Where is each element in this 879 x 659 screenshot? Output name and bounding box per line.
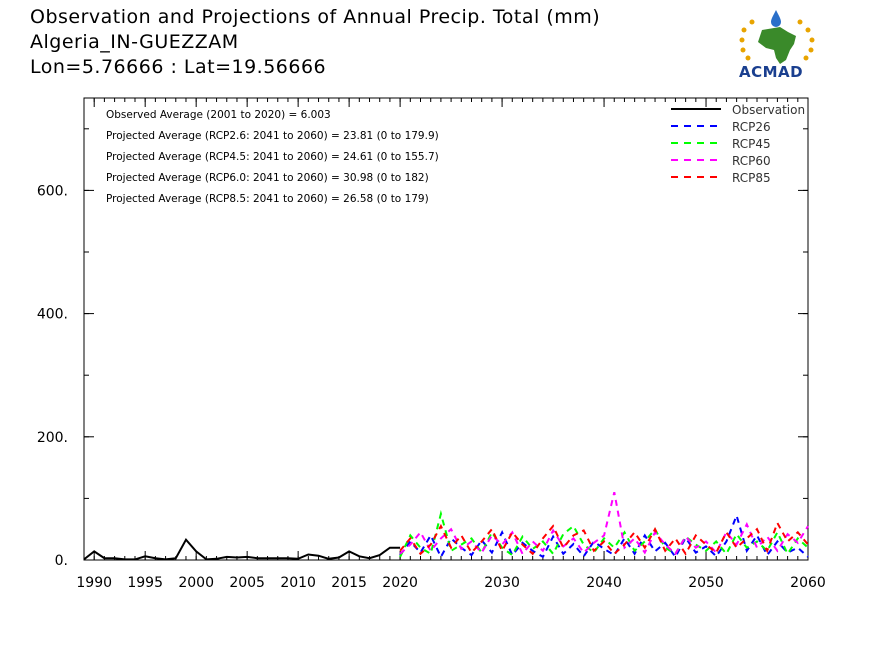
- water-drop-icon: [771, 10, 781, 27]
- legend-label-rcp26: RCP26: [732, 120, 771, 134]
- x-tick-label: 2010: [280, 575, 316, 591]
- y-tick-label: 400.: [37, 307, 68, 323]
- y-tick-label: 200.: [37, 430, 68, 446]
- legend-label-rcp85: RCP85: [732, 171, 771, 185]
- x-tick-label: 1990: [76, 575, 112, 591]
- x-tick-label: 2020: [382, 575, 418, 591]
- annotation-text: Projected Average (RCP8.5: 2041 to 2060)…: [106, 193, 429, 205]
- logo-ring: [739, 19, 815, 61]
- series-line-rcp85: [399, 520, 809, 556]
- annotation-text: Projected Average (RCP4.5: 2041 to 2060)…: [106, 151, 439, 163]
- x-tick-label: 2005: [229, 575, 265, 591]
- x-tick-label: 2060: [790, 575, 826, 591]
- x-tick-label: 2040: [586, 575, 622, 591]
- series-line-observation: [83, 537, 401, 561]
- y-tick-label: 600.: [37, 183, 68, 199]
- x-tick-label: 1995: [127, 575, 163, 591]
- legend-label-rcp60: RCP60: [732, 154, 771, 168]
- x-tick-label: 2030: [484, 575, 520, 591]
- annotation-text: Projected Average (RCP2.6: 2041 to 2060)…: [106, 130, 439, 142]
- legend-label-rcp45: RCP45: [732, 137, 771, 151]
- series-line-rcp45: [399, 509, 809, 558]
- acmad-logo: [739, 10, 815, 64]
- x-tick-label: 2050: [688, 575, 724, 591]
- annotation-text: Projected Average (RCP6.0: 2041 to 2060)…: [106, 172, 429, 184]
- annotation-text: Observed Average (2001 to 2020) = 6.003: [106, 109, 331, 121]
- logo-text: ACMAD: [739, 63, 804, 81]
- series-line-rcp60: [399, 491, 809, 556]
- africa-map-icon: [758, 27, 796, 64]
- x-tick-label: 2000: [178, 575, 214, 591]
- coordinates-label: Lon=5.76666 : Lat=19.56666: [30, 56, 327, 78]
- legend-label-observation: Observation: [732, 103, 805, 117]
- plot-frame: [83, 97, 809, 561]
- location-label: Algeria_IN-GUEZZAM: [30, 31, 239, 53]
- chart-title: Observation and Projections of Annual Pr…: [30, 6, 601, 28]
- y-tick-label: 0.: [55, 553, 68, 569]
- x-tick-label: 2015: [331, 575, 367, 591]
